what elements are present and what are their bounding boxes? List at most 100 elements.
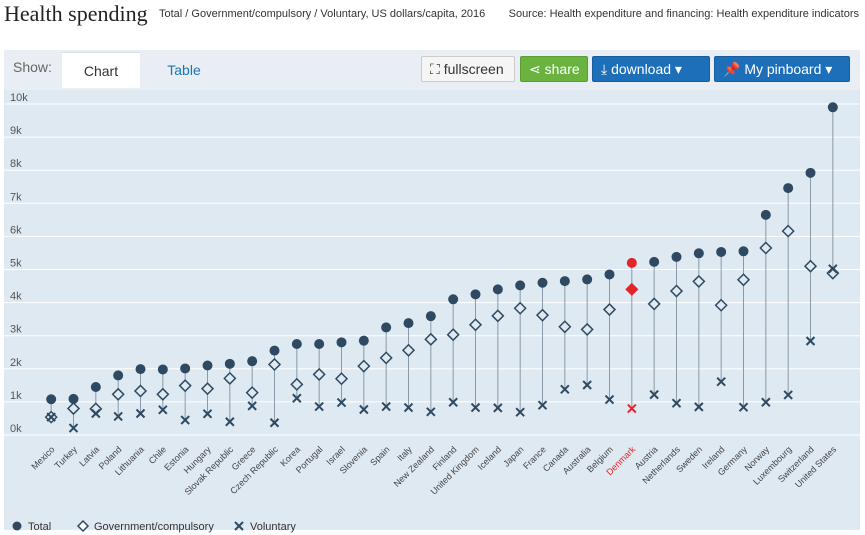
- gov-point: [625, 282, 639, 296]
- vol-point: [403, 402, 414, 413]
- gov-point: [558, 320, 572, 334]
- vol-point-stroke: [560, 384, 570, 395]
- total-point: [515, 280, 526, 291]
- total-point: [180, 363, 191, 374]
- legend-vol-marker: [234, 521, 244, 531]
- total-point: [336, 337, 347, 348]
- total-point: [805, 167, 816, 178]
- total-point: [269, 345, 280, 356]
- vol-point: [46, 412, 56, 422]
- vol-point-stroke: [113, 411, 123, 422]
- gov-point: [647, 297, 661, 311]
- gov-point: [513, 301, 527, 315]
- vol-point-stroke: [403, 402, 414, 413]
- chart-area: 0k 1k 2k 3k 4k 5k 6k 7k 8k 9k 10k Mexico Turkey Latvi…: [4, 90, 860, 530]
- gov-point: [133, 384, 148, 398]
- vol-point-stroke: [292, 393, 302, 403]
- y-tick-label: 5k: [10, 258, 22, 270]
- vol-point: [269, 418, 280, 428]
- gov-point: [66, 401, 81, 416]
- total-point: [760, 209, 771, 220]
- vol-point-stroke: [761, 397, 771, 407]
- vol-point-stroke: [68, 423, 79, 433]
- total-point: [381, 322, 392, 333]
- total-point: [448, 294, 459, 305]
- vol-point: [805, 336, 816, 346]
- total-point: [46, 394, 57, 405]
- vol-point-stroke: [515, 407, 525, 417]
- total-point: [783, 183, 794, 194]
- chart-title: Health spending: [4, 1, 148, 26]
- vol-point-stroke: [46, 412, 56, 422]
- vol-point: [515, 407, 525, 417]
- gov-point: [290, 377, 304, 391]
- vol-point-stroke: [314, 401, 324, 412]
- vol-point-stroke: [627, 403, 637, 414]
- vol-point: [91, 408, 101, 419]
- gov-point: [446, 328, 460, 342]
- share-label: share: [544, 61, 580, 77]
- vol-point: [135, 408, 146, 419]
- vol-point: [381, 401, 391, 412]
- gov-point: [580, 322, 594, 336]
- vol-point-stroke: [381, 401, 391, 412]
- total-point: [425, 311, 436, 322]
- vol-point-stroke: [671, 398, 682, 408]
- total-point: [68, 393, 79, 404]
- legend-label: Total: [28, 521, 51, 533]
- y-tick-label: 3k: [10, 324, 22, 336]
- vol-point: [738, 402, 749, 412]
- total-point: [492, 284, 503, 295]
- vol-point-stroke: [336, 397, 347, 408]
- gov-point: [200, 382, 215, 396]
- fullscreen-icon: ⛶: [430, 61, 440, 77]
- vol-point: [336, 397, 347, 408]
- total-point: [649, 256, 660, 267]
- vol-point: [470, 402, 481, 413]
- legend-gov-marker: [76, 519, 90, 533]
- show-label: Show:: [13, 59, 52, 75]
- gov-point: [267, 357, 282, 372]
- gov-point: [424, 332, 438, 346]
- vol-point-stroke: [783, 390, 793, 400]
- vol-point-stroke: [582, 380, 592, 390]
- total-point: [582, 274, 593, 285]
- share-button[interactable]: ⋖ share: [520, 56, 588, 82]
- gov-point: [669, 284, 684, 298]
- pinboard-button[interactable]: 📌 My pinboard ▾: [714, 56, 850, 82]
- legend-label: Government/compulsory: [94, 521, 214, 533]
- vol-point-stroke: [247, 401, 257, 411]
- gov-point: [379, 351, 393, 365]
- tab-chart[interactable]: Chart: [62, 52, 140, 88]
- tab-table[interactable]: Table: [167, 62, 201, 78]
- y-tick-label: 1k: [10, 390, 22, 402]
- vol-point: [716, 377, 726, 387]
- gov-point: [178, 379, 192, 393]
- vol-point: [761, 397, 771, 407]
- x-tick-label: Mexico: [29, 444, 56, 471]
- gov-point: [111, 387, 125, 401]
- vol-point-stroke: [805, 336, 816, 346]
- gov-point: [692, 274, 706, 288]
- chart-svg: 0k1k2k3k4k5k6k7k8k9k10kMexicoTurkeyLatvi…: [4, 92, 860, 497]
- total-point: [671, 251, 682, 262]
- chart-source[interactable]: Source: Health expenditure and financing…: [508, 8, 859, 20]
- download-button[interactable]: ⤓ download ▾: [592, 56, 710, 82]
- total-point: [537, 277, 548, 288]
- chart-header: Health spending Total / Government/compu…: [0, 0, 865, 30]
- x-tick-label: Iceland: [476, 444, 504, 472]
- vol-point: [537, 400, 548, 410]
- gov-point: [759, 241, 773, 255]
- vol-point: [247, 401, 257, 411]
- total-point: [157, 364, 168, 375]
- vol-point-stroke: [470, 402, 481, 413]
- y-tick-label: 8k: [10, 158, 22, 170]
- total-point: [403, 318, 414, 329]
- total-point: [626, 257, 637, 268]
- vol-point: [113, 411, 123, 422]
- vol-point: [359, 404, 369, 415]
- vol-point: [202, 409, 213, 419]
- fullscreen-button[interactable]: ⛶ fullscreen: [421, 56, 515, 82]
- y-tick-label: 2k: [10, 357, 22, 369]
- vol-point-stroke: [604, 394, 615, 405]
